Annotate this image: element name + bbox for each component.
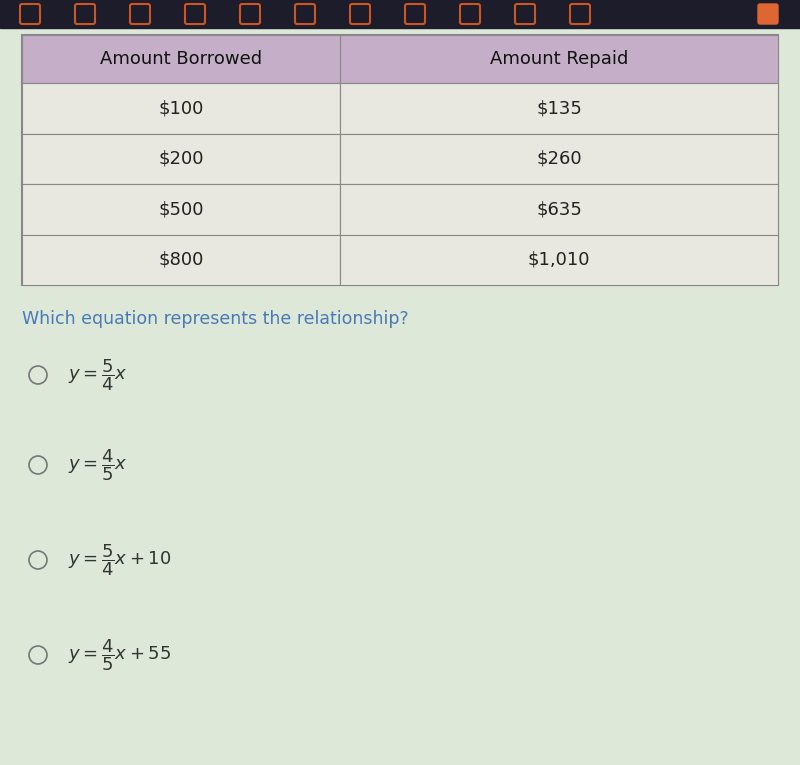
Bar: [340, 235, 778, 285]
Text: $1,010: $1,010: [528, 251, 590, 269]
Text: $y = \dfrac{5}{4}x + 10$: $y = \dfrac{5}{4}x + 10$: [68, 542, 171, 578]
Text: Amount Repaid: Amount Repaid: [490, 50, 628, 68]
FancyBboxPatch shape: [350, 4, 370, 24]
Bar: [22, 184, 340, 235]
Text: $y = \dfrac{5}{4}x$: $y = \dfrac{5}{4}x$: [68, 357, 128, 392]
FancyBboxPatch shape: [295, 4, 315, 24]
FancyBboxPatch shape: [460, 4, 480, 24]
Bar: [22, 83, 340, 134]
FancyBboxPatch shape: [570, 4, 590, 24]
Bar: [22, 35, 778, 285]
Text: Amount Borrowed: Amount Borrowed: [100, 50, 262, 68]
Text: $y = \dfrac{4}{5}x + 55$: $y = \dfrac{4}{5}x + 55$: [68, 637, 171, 673]
FancyBboxPatch shape: [75, 4, 95, 24]
Text: $100: $100: [158, 99, 204, 117]
Text: $135: $135: [536, 99, 582, 117]
Text: $800: $800: [158, 251, 204, 269]
FancyBboxPatch shape: [405, 4, 425, 24]
Text: $635: $635: [536, 200, 582, 218]
FancyBboxPatch shape: [758, 4, 778, 24]
Bar: [340, 134, 778, 184]
Bar: [340, 184, 778, 235]
FancyBboxPatch shape: [240, 4, 260, 24]
Text: $260: $260: [536, 150, 582, 168]
Bar: [22, 35, 340, 83]
Text: $500: $500: [158, 200, 204, 218]
Bar: [22, 134, 340, 184]
Text: Which equation represents the relationship?: Which equation represents the relationsh…: [22, 310, 409, 328]
Bar: [22, 235, 340, 285]
Bar: [340, 35, 778, 83]
Bar: [340, 83, 778, 134]
Bar: [0, 0, 800, 28]
FancyBboxPatch shape: [20, 4, 40, 24]
FancyBboxPatch shape: [515, 4, 535, 24]
FancyBboxPatch shape: [130, 4, 150, 24]
Text: $200: $200: [158, 150, 204, 168]
FancyBboxPatch shape: [185, 4, 205, 24]
Text: $y = \dfrac{4}{5}x$: $y = \dfrac{4}{5}x$: [68, 448, 128, 483]
